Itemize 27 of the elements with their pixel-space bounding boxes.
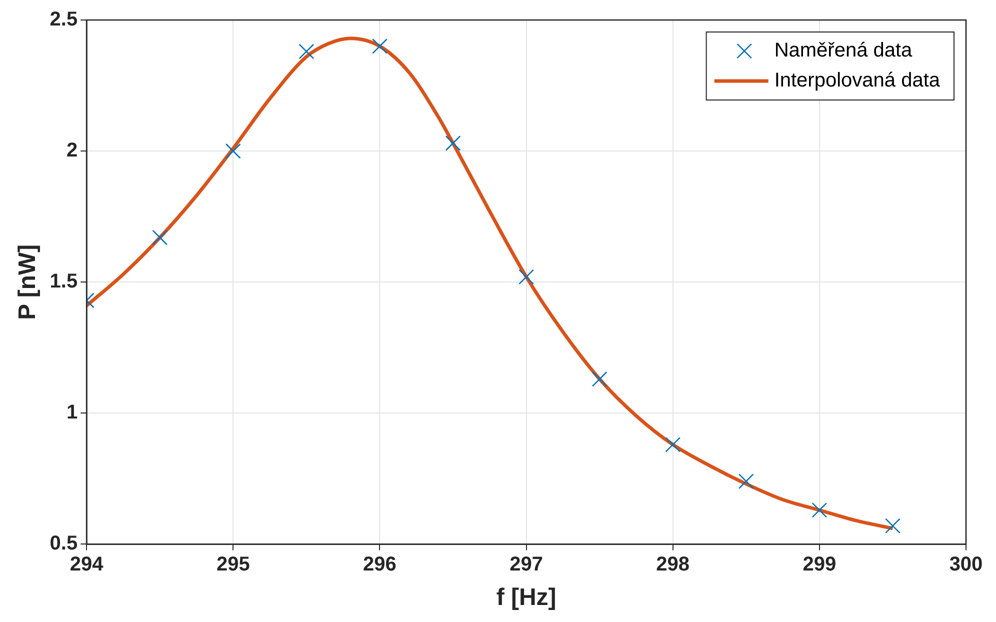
x-tick-label: 297 [510, 554, 543, 576]
y-tick-label: 0.5 [50, 532, 78, 555]
x-tick-label: 294 [70, 554, 104, 576]
point [592, 371, 608, 387]
y-tick-label: 2.5 [50, 8, 78, 31]
point [665, 436, 681, 452]
point [812, 502, 828, 518]
point [152, 230, 168, 246]
y-axis-title: P [nW] [14, 244, 42, 320]
y-tick-label: 1.5 [50, 270, 78, 293]
point [518, 269, 534, 285]
point [445, 135, 461, 151]
x-tick-label: 296 [363, 554, 396, 576]
y-tick-label: 1 [66, 402, 78, 424]
point [372, 38, 388, 54]
x-tick-label: 300 [949, 554, 983, 576]
y-tick-label: 2 [66, 140, 78, 162]
x-tick-label: 295 [216, 554, 250, 576]
point [884, 518, 900, 534]
x-axis-title: f [Hz] [496, 584, 556, 612]
x-tick-label: 298 [656, 554, 690, 576]
point [738, 474, 754, 490]
point [298, 44, 314, 60]
point [225, 143, 241, 159]
legend-label: Naměřená data [774, 40, 914, 62]
x-tick-label: 299 [802, 554, 836, 576]
legend-label: Interpolovaná data [774, 70, 941, 92]
